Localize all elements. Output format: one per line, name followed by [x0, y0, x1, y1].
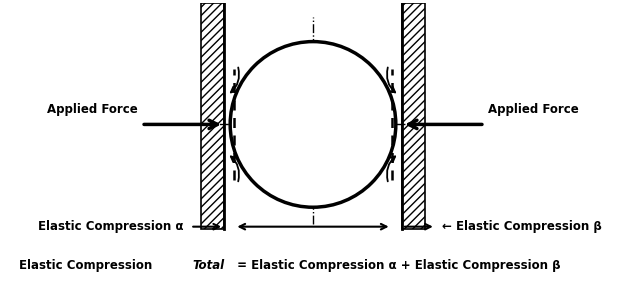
Text: = Elastic Compression α + Elastic Compression β: = Elastic Compression α + Elastic Compre…	[233, 259, 560, 272]
Text: Total: Total	[192, 259, 224, 272]
Text: Elastic Compression α: Elastic Compression α	[38, 220, 187, 233]
Text: Applied Force: Applied Force	[488, 103, 578, 116]
Bar	[201, 3, 224, 230]
Bar	[402, 3, 425, 230]
Ellipse shape	[230, 42, 396, 207]
Text: Elastic Compression: Elastic Compression	[19, 259, 156, 272]
Text: Applied Force: Applied Force	[48, 103, 138, 116]
Text: ← Elastic Compression β: ← Elastic Compression β	[442, 220, 602, 233]
